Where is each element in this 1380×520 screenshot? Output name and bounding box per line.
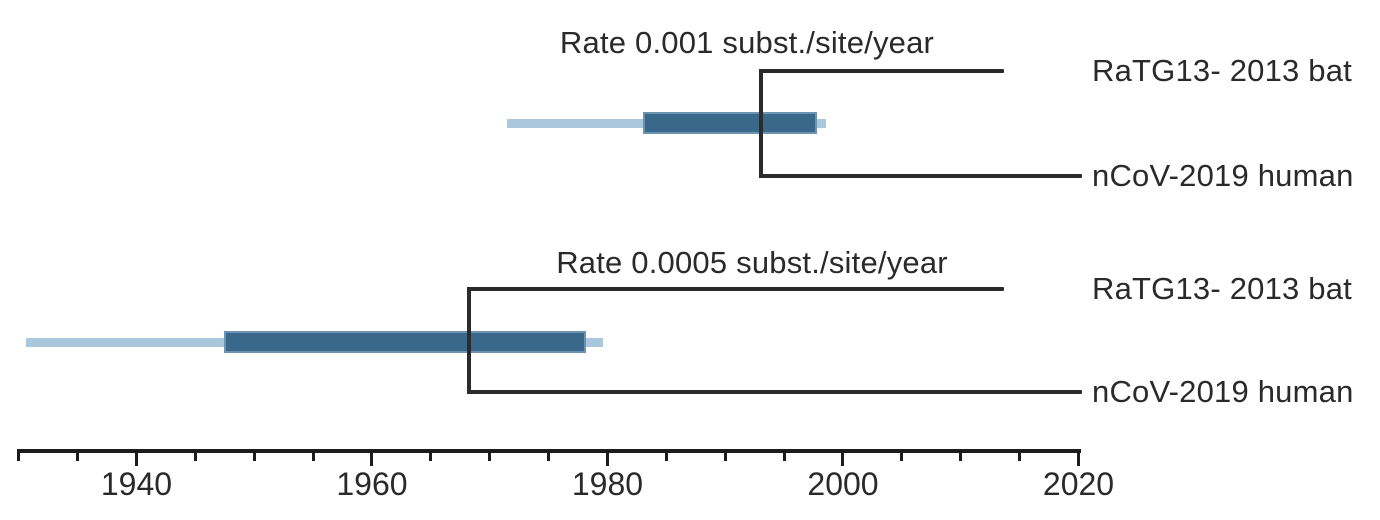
- panel-title: Rate 0.001 subst./site/year: [559, 25, 935, 60]
- axis-minor-tick: [959, 449, 963, 461]
- axis-minor-tick: [488, 449, 492, 461]
- tree-node-line: [758, 69, 763, 178]
- axis-tick-label: 1980: [571, 466, 644, 502]
- tree-branch-ncov: [758, 174, 1083, 178]
- axis-minor-tick: [1018, 449, 1022, 461]
- axis-minor-tick: [429, 449, 433, 461]
- tip-label-ratg13: RaTG13- 2013 bat: [1092, 271, 1352, 306]
- tip-label-ratg13: RaTG13- 2013 bat: [1092, 53, 1352, 88]
- tree-branch-ratg13: [466, 287, 1005, 291]
- axis-minor-tick: [723, 449, 727, 461]
- panel-title: Rate 0.0005 subst./site/year: [556, 245, 948, 280]
- axis-major-tick: [841, 449, 845, 466]
- axis-minor-tick: [17, 449, 21, 461]
- axis-tick-label: 2020: [1042, 466, 1115, 502]
- axis-tick-label: 2000: [807, 466, 879, 502]
- tip-label-ncov: nCoV-2019 human: [1092, 374, 1354, 409]
- axis-minor-tick: [664, 449, 668, 461]
- tree-branch-ncov: [466, 390, 1083, 394]
- axis-minor-tick: [76, 449, 80, 461]
- axis-minor-tick: [311, 449, 315, 461]
- axis-minor-tick: [193, 449, 197, 461]
- axis-major-tick: [605, 449, 609, 466]
- axis-tick-label: 1940: [100, 466, 173, 502]
- axis-minor-tick: [900, 449, 904, 461]
- axis-minor-tick: [782, 449, 786, 461]
- axis-major-tick: [134, 449, 138, 466]
- axis-minor-tick: [547, 449, 551, 461]
- ci-narrow-bar: [223, 331, 587, 353]
- tip-label-ncov: nCoV-2019 human: [1092, 158, 1354, 193]
- axis-tick-label: 1960: [336, 466, 408, 502]
- axis-major-tick: [370, 449, 374, 466]
- tree-node-line: [466, 287, 471, 394]
- axis-major-tick: [1077, 449, 1080, 466]
- axis-minor-tick: [252, 449, 256, 461]
- ci-narrow-bar: [642, 112, 818, 134]
- tree-branch-ratg13: [758, 69, 1005, 73]
